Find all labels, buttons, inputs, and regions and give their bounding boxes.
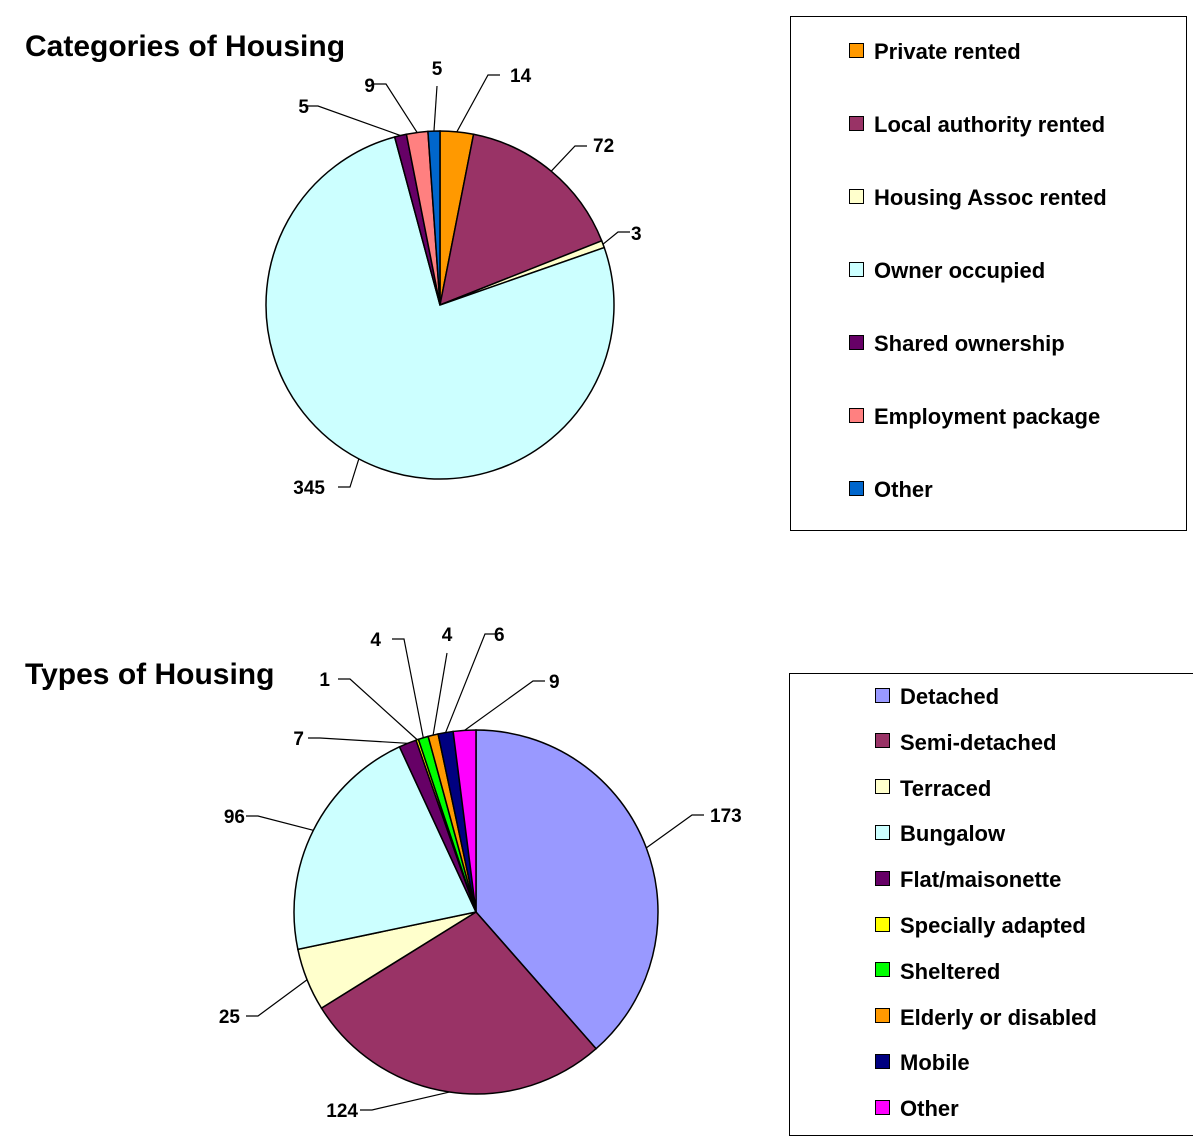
pie-slice-other (452, 729, 477, 913)
chart-title-categories: Categories of Housing (25, 30, 346, 63)
legend-label: Owner occupied (874, 258, 1046, 283)
legend-label: Elderly or disabled (900, 1004, 1097, 1030)
leader-line-shared-ownership (306, 105, 401, 137)
data-label-terraced: 25 (219, 1007, 241, 1028)
legend-label: Semi-detached (900, 729, 1057, 755)
data-label-owner-occupied: 345 (293, 478, 325, 499)
leader-line-other (464, 680, 545, 731)
legend-swatch (849, 261, 864, 277)
data-label-bungalow: 96 (224, 807, 245, 828)
legend-item-elderly-or-disabled: Elderly or disabled (875, 1005, 1193, 1051)
data-label-private-rented: 14 (510, 66, 532, 87)
legend-label: Employment package (874, 404, 1101, 429)
data-label-mobile: 6 (494, 625, 505, 646)
data-label-detached: 173 (710, 806, 742, 827)
legend-item-employment-package: Employment package (849, 404, 1186, 477)
data-label-other: 5 (432, 59, 443, 80)
data-label-housing-assoc-rented: 3 (631, 224, 642, 245)
pie-slice-owner-occupied (265, 136, 615, 480)
leader-line-specially-adapted (338, 678, 418, 741)
legend-swatch (849, 188, 864, 204)
data-label-local-authority-rented: 72 (593, 136, 614, 157)
legend-swatch (875, 1008, 890, 1024)
legend-item-housing-assoc-rented: Housing Assoc rented (849, 185, 1186, 258)
legend-label: Other (900, 1096, 959, 1122)
legend-item-mobile: Mobile (875, 1050, 1193, 1096)
leader-line-sheltered (392, 638, 424, 738)
data-label-sheltered: 4 (370, 630, 381, 651)
legend-swatch (875, 1054, 890, 1070)
legend-item-owner-occupied: Owner occupied (849, 258, 1186, 331)
leader-line-flat-maisonette (308, 737, 408, 744)
legend-item-flat-maisonette: Flat/maisonette (875, 867, 1193, 913)
legend-label: Specially adapted (900, 912, 1086, 938)
legend-swatch (875, 825, 890, 841)
legend-label: Other (874, 477, 933, 502)
leader-line-elderly-or-disabled (432, 652, 448, 736)
legend-item-bungalow: Bungalow (875, 821, 1193, 867)
data-label-semi-detached: 124 (326, 1101, 358, 1122)
leader-line-detached (645, 814, 704, 849)
legend-item-other: Other (849, 477, 1186, 550)
legend-item-other: Other (875, 1096, 1193, 1142)
chart-title-types: Types of Housing (25, 658, 275, 691)
legend-item-specially-adapted: Specially adapted (875, 913, 1193, 959)
legend-label: Mobile (900, 1050, 970, 1076)
legend-item-shared-ownership: Shared ownership (849, 331, 1186, 404)
pie-categories: 14 72 3 345 5 9 5 (265, 59, 642, 499)
leader-line-employment-package (374, 83, 418, 133)
legend-item-detached: Detached (875, 684, 1193, 730)
leader-line-semi-detached (360, 1091, 450, 1111)
legend-label: Local authority rented (874, 112, 1106, 137)
legend-item-semi-detached: Semi-detached (875, 730, 1193, 776)
legend-swatch (875, 1099, 890, 1115)
data-label-elderly-or-disabled: 4 (442, 625, 453, 646)
leader-line-local-authority-rented (550, 145, 587, 172)
legend-swatch (875, 962, 890, 978)
legend-swatch (875, 733, 890, 749)
legend-swatch (849, 42, 864, 58)
leader-line-terraced (246, 979, 308, 1017)
leader-line-owner-occupied (338, 458, 360, 488)
leader-line-mobile (445, 633, 497, 733)
legend-swatch (875, 870, 890, 886)
pie-types: 173 124 25 96 7 1 4 4 6 9 (219, 625, 742, 1122)
legend-item-terraced: Terraced (875, 776, 1193, 822)
legend-label: Terraced (900, 775, 992, 801)
legend-swatch (875, 687, 890, 703)
data-label-shared-ownership: 5 (298, 97, 309, 118)
legend-label: Private rented (874, 39, 1021, 64)
legend-swatch (849, 334, 864, 350)
data-label-specially-adapted: 1 (319, 670, 330, 691)
legend-types: Detached Semi-detached Terraced Bungalow Fla… (789, 673, 1193, 1136)
data-label-employment-package: 9 (364, 76, 375, 97)
legend-label: Bungalow (900, 821, 1006, 847)
legend-categories: Private rented Local authority rented Hous… (790, 16, 1187, 531)
legend-swatch (875, 779, 890, 795)
legend-label: Shared ownership (874, 331, 1065, 356)
pie-slice-semi-detached (320, 911, 598, 1095)
legend-swatch (849, 115, 864, 131)
legend-label: Flat/maisonette (900, 867, 1062, 893)
legend-label: Sheltered (900, 958, 1001, 984)
data-label-other: 9 (549, 672, 560, 693)
legend-item-sheltered: Sheltered (875, 959, 1193, 1005)
leader-line-bungalow (246, 815, 314, 831)
data-label-flat-maisonette: 7 (293, 729, 304, 750)
legend-label: Housing Assoc rented (874, 185, 1107, 210)
legend-item-local-authority-rented: Local authority rented (849, 112, 1186, 185)
leader-line-private-rented (456, 74, 500, 133)
leader-line-housing-assoc-rented (602, 231, 630, 245)
legend-swatch (849, 407, 864, 423)
leader-line-other (433, 85, 438, 132)
legend-swatch (849, 480, 864, 496)
legend-swatch (875, 916, 890, 932)
legend-item-private-rented: Private rented (849, 39, 1186, 112)
legend-label: Detached (900, 684, 1000, 709)
